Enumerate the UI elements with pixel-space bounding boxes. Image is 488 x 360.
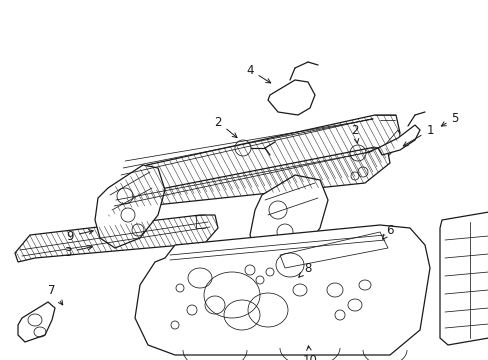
Text: 5: 5 <box>441 112 458 126</box>
Polygon shape <box>95 165 164 248</box>
Polygon shape <box>135 225 429 355</box>
Text: 2: 2 <box>214 116 237 138</box>
Text: 1: 1 <box>403 123 433 146</box>
Text: 9: 9 <box>66 230 93 243</box>
Polygon shape <box>377 125 419 155</box>
Text: 6: 6 <box>382 224 393 239</box>
Polygon shape <box>15 215 218 262</box>
Polygon shape <box>367 130 399 175</box>
Polygon shape <box>439 205 488 345</box>
Polygon shape <box>113 115 399 200</box>
Text: 12: 12 <box>0 359 1 360</box>
Text: 3: 3 <box>64 246 92 258</box>
Polygon shape <box>283 258 321 298</box>
Text: 8: 8 <box>298 261 311 277</box>
Text: 10: 10 <box>302 346 317 360</box>
Polygon shape <box>249 175 327 262</box>
Polygon shape <box>18 302 55 342</box>
Polygon shape <box>106 148 389 218</box>
Text: 11: 11 <box>0 359 1 360</box>
Text: 2: 2 <box>350 123 358 143</box>
Polygon shape <box>267 80 314 115</box>
Text: 7: 7 <box>48 284 62 305</box>
Text: 4: 4 <box>246 63 270 83</box>
